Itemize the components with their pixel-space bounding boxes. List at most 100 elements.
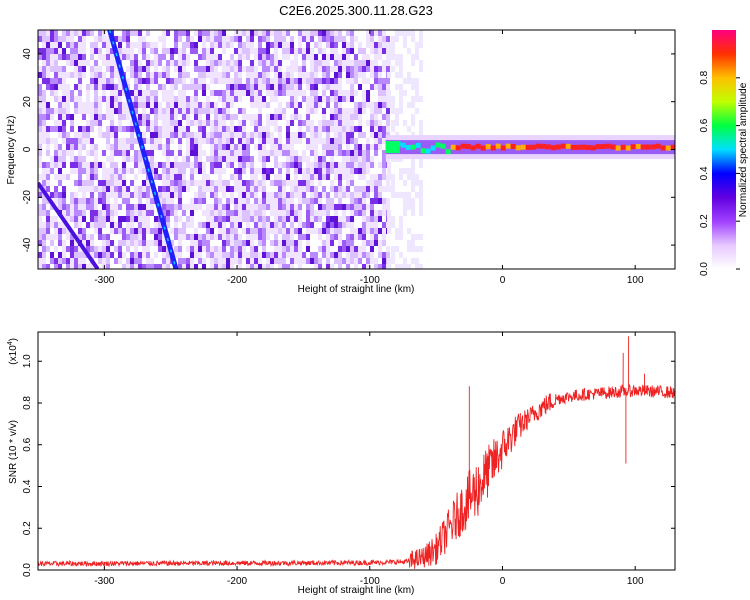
- spectrogram-cell: [142, 180, 146, 186]
- spectrogram-cell: [358, 102, 362, 108]
- spectrogram-cell: [42, 90, 46, 96]
- spectrogram-cell: [407, 48, 412, 54]
- spectrogram-cell: [294, 216, 298, 222]
- spectrogram-cell: [62, 228, 66, 234]
- spectrogram-cell: [206, 210, 210, 216]
- spectrogram-cell: [298, 36, 302, 42]
- spectrogram-cell: [158, 162, 162, 168]
- spectrogram-cell: [399, 228, 404, 234]
- spectrogram-cell: [306, 30, 310, 36]
- spectrogram-cell: [342, 138, 346, 144]
- spectrogram-cell: [198, 192, 202, 198]
- spectrogram-cell: [130, 168, 134, 174]
- spectrogram-cell: [210, 66, 214, 72]
- spectrogram-cell: [222, 108, 226, 114]
- spectrogram-cell: [330, 198, 334, 204]
- spectrogram-cell: [58, 84, 62, 90]
- spectrogram-cell: [374, 222, 378, 228]
- spectrogram-cell: [326, 84, 330, 90]
- spectrogram-cell: [378, 264, 382, 269]
- spectrogram-cell: [178, 162, 182, 168]
- spectrogram-cell: [70, 30, 74, 36]
- spectrogram-cell: [50, 162, 54, 168]
- spectrogram-cell: [326, 78, 330, 84]
- spectrogram-cell: [290, 204, 294, 210]
- spectrogram-cell: [370, 66, 374, 72]
- spectrogram-cell: [302, 252, 306, 258]
- spectrogram-cell: [134, 108, 138, 114]
- spectrogram-cell: [391, 246, 396, 252]
- spectrogram-cell: [290, 90, 294, 96]
- spectrogram-cell: [162, 42, 166, 48]
- spectrogram-cell: [338, 126, 342, 132]
- spectrogram-cell: [90, 144, 94, 150]
- spectrogram-cell: [266, 222, 270, 228]
- spectrogram-cell: [198, 204, 202, 210]
- spectrogram-cell: [242, 42, 246, 48]
- spectrogram-cell: [330, 234, 334, 240]
- spectrogram-cell: [374, 60, 378, 66]
- spectrogram-cell: [90, 72, 94, 78]
- spectrogram-cell: [134, 252, 138, 258]
- signal-band-cell: [410, 144, 416, 150]
- spectrogram-cell: [250, 186, 254, 192]
- spectrogram-cell: [266, 42, 270, 48]
- spectrogram-cell: [166, 156, 170, 162]
- spectrogram-cell: [42, 240, 46, 246]
- signal-band-cell: [480, 145, 486, 151]
- spectrogram-cell: [74, 180, 78, 186]
- spectrogram-cell: [162, 48, 166, 54]
- spectrogram-cell: [262, 162, 266, 168]
- spectrogram-cell: [298, 252, 302, 258]
- spectrogram-cell: [286, 168, 290, 174]
- spectrogram-cell: [350, 234, 354, 240]
- spectrogram-cell: [278, 222, 282, 228]
- spectrogram-cell: [90, 42, 94, 48]
- spectrogram-cell: [70, 42, 74, 48]
- spectrogram-cell: [399, 222, 404, 228]
- spectrogram-cell: [270, 138, 274, 144]
- spectrogram-cell: [158, 228, 162, 234]
- spectrogram-cell: [218, 210, 222, 216]
- spectrogram-cell: [290, 198, 294, 204]
- spectrogram-cell: [54, 246, 58, 252]
- spectrogram-cell: [178, 138, 182, 144]
- spectrogram-cell: [118, 150, 122, 156]
- spectrogram-cell: [230, 102, 234, 108]
- spectrogram-cell: [378, 120, 382, 126]
- spectrogram-cell: [391, 66, 396, 72]
- spectrogram-cell: [306, 84, 310, 90]
- spectrogram-cell: [154, 252, 158, 258]
- spectrogram-cell: [194, 198, 198, 204]
- spectrogram-cell: [98, 126, 102, 132]
- spectrogram-cell: [342, 174, 346, 180]
- spectrogram-cell: [230, 66, 234, 72]
- spectrogram-cell: [262, 204, 266, 210]
- spectrogram-cell: [162, 252, 166, 258]
- spectrogram-cell: [290, 186, 294, 192]
- spectrogram-cell: [318, 246, 322, 252]
- spectrogram-cell: [306, 102, 310, 108]
- spectrogram-cell: [282, 72, 286, 78]
- spectrogram-cell: [314, 84, 318, 90]
- spectrogram-cell: [358, 174, 362, 180]
- spectrogram-cell: [286, 102, 290, 108]
- spectrogram-cell: [74, 60, 78, 66]
- spectrogram-cell: [246, 228, 250, 234]
- spectrogram-cell: [146, 114, 150, 120]
- spectrogram-cell: [106, 144, 110, 150]
- spectrogram-cell: [378, 228, 382, 234]
- spectrogram-cell: [266, 168, 270, 174]
- spectrogram-cell: [102, 216, 106, 222]
- spectrogram-cell: [278, 144, 282, 150]
- spectrogram-cell: [154, 126, 158, 132]
- spectrogram-cell: [182, 168, 186, 174]
- spectrogram-cell: [330, 54, 334, 60]
- signal-band-cell: [530, 144, 536, 150]
- spectrogram-cell: [322, 78, 326, 84]
- spectrogram-cell: [150, 150, 154, 156]
- spectrogram-cell: [387, 90, 392, 96]
- spectrogram-cell: [386, 120, 390, 126]
- spectrogram-cell: [286, 180, 290, 186]
- spectrogram-cell: [419, 36, 424, 42]
